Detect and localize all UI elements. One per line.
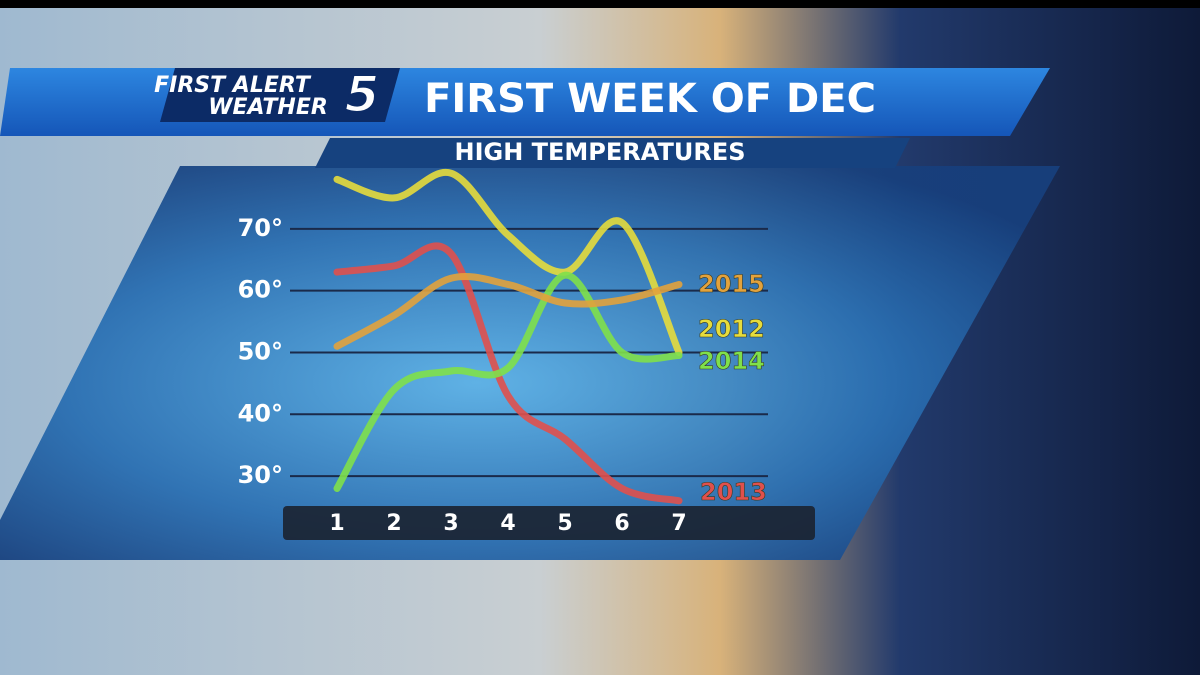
x-tick-label: 4 <box>500 511 515 536</box>
legend-label: 2015 <box>698 270 765 298</box>
chart-subtitle: HIGH TEMPERATURES <box>455 138 746 166</box>
brand-line: WEATHER <box>208 95 328 120</box>
x-tick-label: 1 <box>329 511 344 536</box>
series-line <box>333 272 683 350</box>
series-line <box>333 168 683 356</box>
subtitle-bar <box>315 138 910 168</box>
channel-logo: 5 <box>345 66 380 124</box>
chart-title: FIRST WEEK OF DEC <box>424 76 876 122</box>
legend-label: 2012 <box>698 315 765 343</box>
chart-panel <box>0 166 1060 560</box>
series-line <box>333 242 683 505</box>
logo-box <box>160 68 400 122</box>
legend-label: 2013 <box>700 478 767 506</box>
x-tick-label: 2 <box>386 511 401 536</box>
legend-label: 2014 <box>698 347 765 375</box>
y-tick-label: 60° <box>238 276 283 304</box>
y-tick-label: 40° <box>238 399 283 427</box>
series-line <box>333 271 683 492</box>
x-axis-band <box>283 506 815 540</box>
y-tick-label: 30° <box>238 461 283 489</box>
x-tick-label: 7 <box>671 511 686 536</box>
x-tick-label: 5 <box>557 511 572 536</box>
brand-line: FIRST ALERT <box>154 73 312 98</box>
y-tick-label: 70° <box>238 214 283 242</box>
x-tick-label: 3 <box>443 511 458 536</box>
top-edge <box>0 0 1200 8</box>
x-tick-label: 6 <box>614 511 629 536</box>
y-tick-label: 50° <box>238 337 283 365</box>
